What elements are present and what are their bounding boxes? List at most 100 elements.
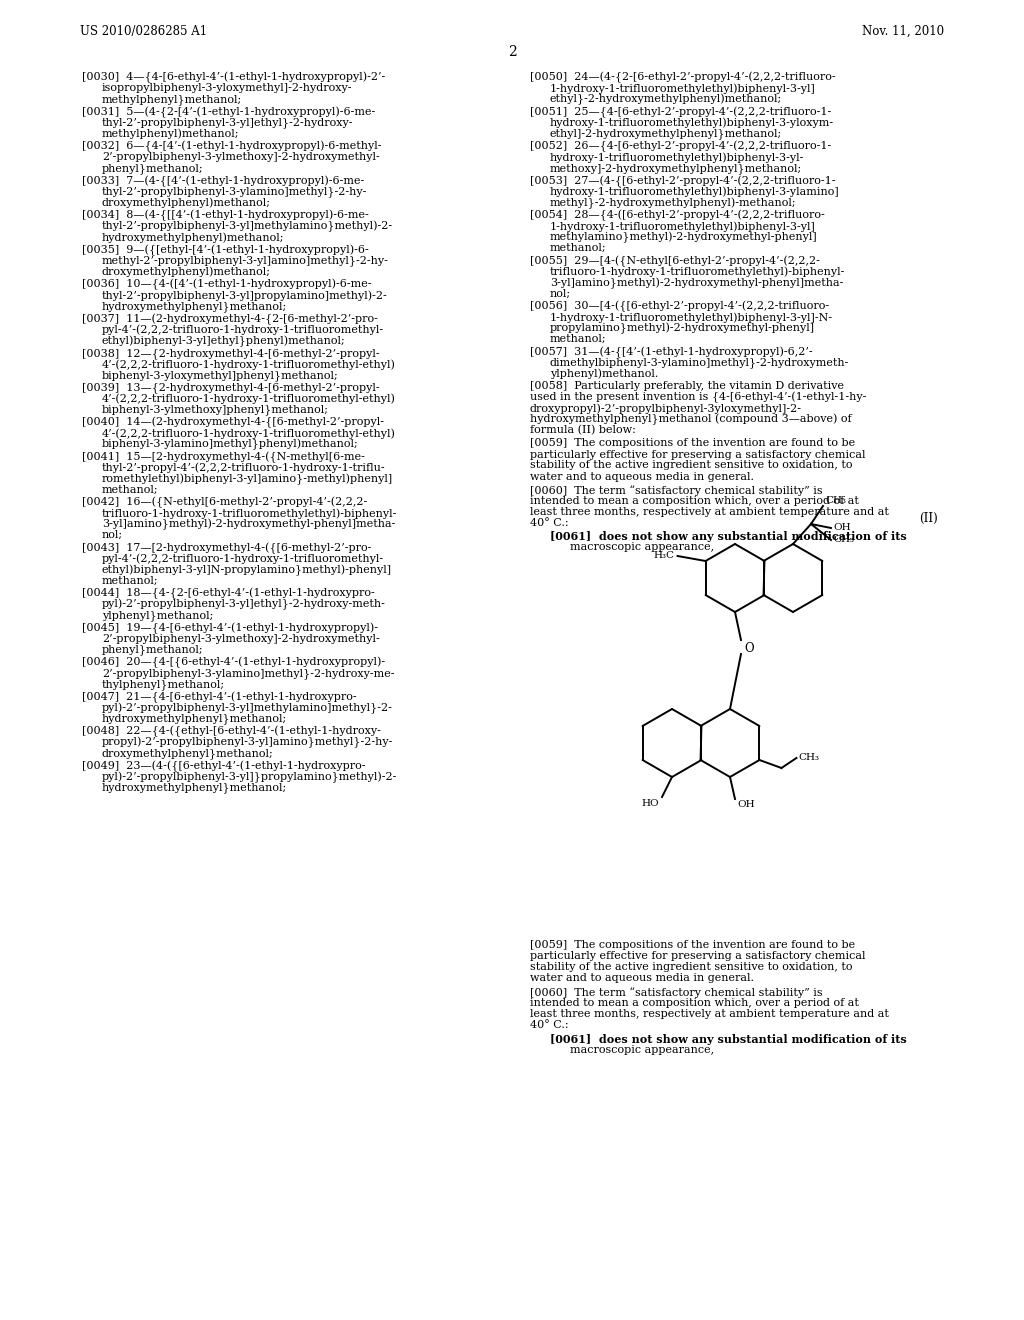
Text: 40° C.:: 40° C.: [530,517,568,528]
Text: propyl)-2’-propylbiphenyl-3-yl]amino}methyl}-2-hy-: propyl)-2’-propylbiphenyl-3-yl]amino}met… [102,737,393,748]
Text: water and to aqueous media in general.: water and to aqueous media in general. [530,973,754,983]
Text: [0046]  20—{4-[{6-ethyl-4’-(1-ethyl-1-hydroxypropyl)-: [0046] 20—{4-[{6-ethyl-4’-(1-ethyl-1-hyd… [82,657,385,668]
Text: methanol;: methanol; [102,576,159,586]
Text: used in the present invention is {4-[6-ethyl-4’-(1-ethyl-1-hy-: used in the present invention is {4-[6-e… [530,392,866,404]
Text: [0054]  28—{4-([6-ethyl-2’-propyl-4’-(2,2,2-trifluoro-: [0054] 28—{4-([6-ethyl-2’-propyl-4’-(2,2… [530,210,824,222]
Text: droxymethylphenyl)methanol;: droxymethylphenyl)methanol; [102,198,271,209]
Text: macroscopic appearance,: macroscopic appearance, [570,543,714,553]
Text: [0048]  22—{4-({ethyl-[6-ethyl-4’-(1-ethyl-1-hydroxy-: [0048] 22—{4-({ethyl-[6-ethyl-4’-(1-ethy… [82,726,381,738]
Text: pyl-4’-(2,2,2-trifluoro-1-hydroxy-1-trifluoromethyl-: pyl-4’-(2,2,2-trifluoro-1-hydroxy-1-trif… [102,553,384,564]
Text: ylphenyl}methanol;: ylphenyl}methanol; [102,610,213,620]
Text: [0059]  The compositions of the invention are found to be: [0059] The compositions of the invention… [530,940,855,950]
Text: hydroxymethylphenyl}methanol;: hydroxymethylphenyl}methanol; [102,301,288,312]
Text: US 2010/0286285 A1: US 2010/0286285 A1 [80,25,207,38]
Text: thyl-2’-propyl-4’-(2,2,2-trifluoro-1-hydroxy-1-triflu-: thyl-2’-propyl-4’-(2,2,2-trifluoro-1-hyd… [102,462,386,473]
Text: 2’-propylbiphenyl-3-ylmethoxy]-2-hydroxymethyl-: 2’-propylbiphenyl-3-ylmethoxy]-2-hydroxy… [102,152,380,162]
Text: (II): (II) [920,512,938,525]
Text: [0061]  does not show any substantial modification of its: [0061] does not show any substantial mod… [550,532,906,543]
Text: hydroxymethylphenyl}methanol;: hydroxymethylphenyl}methanol; [102,783,288,793]
Text: [0034]  8—(4-{[[4’-(1-ethyl-1-hydroxypropyl)-6-me-: [0034] 8—(4-{[[4’-(1-ethyl-1-hydroxyprop… [82,210,369,222]
Text: stability of the active ingredient sensitive to oxidation, to: stability of the active ingredient sensi… [530,461,853,470]
Text: 1-hydroxy-1-trifluoromethylethyl)biphenyl-3-yl]: 1-hydroxy-1-trifluoromethylethyl)bipheny… [550,220,816,231]
Text: [0050]  24—(4-{2-[6-ethyl-2’-propyl-4’-(2,2,2-trifluoro-: [0050] 24—(4-{2-[6-ethyl-2’-propyl-4’-(2… [530,73,836,83]
Text: dimethylbiphenyl-3-ylamino]methyl}-2-hydroxymeth-: dimethylbiphenyl-3-ylamino]methyl}-2-hyd… [550,358,849,368]
Text: [0056]  30—[4-({[6-ethyl-2’-propyl-4’-(2,2,2-trifluoro-: [0056] 30—[4-({[6-ethyl-2’-propyl-4’-(2,… [530,301,829,313]
Text: 40° C.:: 40° C.: [530,1020,568,1030]
Text: [0049]  23—(4-({[6-ethyl-4’-(1-ethyl-1-hydroxypro-: [0049] 23—(4-({[6-ethyl-4’-(1-ethyl-1-hy… [82,760,366,772]
Text: particularly effective for preserving a satisfactory chemical: particularly effective for preserving a … [530,950,865,961]
Text: [0057]  31—(4-{[4’-(1-ethyl-1-hydroxypropyl)-6,2’-: [0057] 31—(4-{[4’-(1-ethyl-1-hydroxyprop… [530,346,813,358]
Text: hydroxy-1-trifluoromethylethyl)biphenyl-3-yloxym-: hydroxy-1-trifluoromethylethyl)biphenyl-… [550,117,835,128]
Text: HO: HO [641,799,659,808]
Text: [0051]  25—{4-[6-ethyl-2’-propyl-4’-(2,2,2-trifluoro-1-: [0051] 25—{4-[6-ethyl-2’-propyl-4’-(2,2,… [530,107,831,117]
Text: [0030]  4—{4-[6-ethyl-4’-(1-ethyl-1-hydroxypropyl)-2’-: [0030] 4—{4-[6-ethyl-4’-(1-ethyl-1-hydro… [82,73,385,83]
Text: hydroxy-1-trifluoromethylethyl)biphenyl-3-yl-: hydroxy-1-trifluoromethylethyl)biphenyl-… [550,152,805,162]
Text: OH: OH [833,524,851,532]
Text: [0040]  14—(2-hydroxymethyl-4-{[6-methyl-2’-propyl-: [0040] 14—(2-hydroxymethyl-4-{[6-methyl-… [82,417,384,429]
Text: 2’-propylbiphenyl-3-ylmethoxy]-2-hydroxymethyl-: 2’-propylbiphenyl-3-ylmethoxy]-2-hydroxy… [102,634,380,644]
Text: biphenyl-3-ylamino]methyl}phenyl)methanol;: biphenyl-3-ylamino]methyl}phenyl)methano… [102,440,358,450]
Text: [0035]  9—({[ethyl-[4’-(1-ethyl-1-hydroxypropyl)-6-: [0035] 9—({[ethyl-[4’-(1-ethyl-1-hydroxy… [82,244,369,256]
Text: 3-yl]amino}methyl)-2-hydroxymethyl-phenyl]metha-: 3-yl]amino}methyl)-2-hydroxymethyl-pheny… [102,519,395,531]
Text: nol;: nol; [550,289,571,298]
Text: ethyl)biphenyl-3-yl]N-propylamino}methyl)-phenyl]: ethyl)biphenyl-3-yl]N-propylamino}methyl… [102,565,392,576]
Text: [0036]  10—{4-([4’-(1-ethyl-1-hydroxypropyl)-6-me-: [0036] 10—{4-([4’-(1-ethyl-1-hydroxyprop… [82,279,372,290]
Text: H₃C: H₃C [653,552,675,561]
Text: water and to aqueous media in general.: water and to aqueous media in general. [530,471,754,482]
Text: phenyl}methanol;: phenyl}methanol; [102,162,204,174]
Text: [0043]  17—[2-hydroxymethyl-4-({[6-methyl-2’-pro-: [0043] 17—[2-hydroxymethyl-4-({[6-methyl… [82,543,372,554]
Text: romethylethyl)biphenyl-3-yl]amino}-methyl)phenyl]: romethylethyl)biphenyl-3-yl]amino}-methy… [102,474,393,484]
Text: [0042]  16—({N-ethyl[6-methyl-2’-propyl-4’-(2,2,2-: [0042] 16—({N-ethyl[6-methyl-2’-propyl-4… [82,498,368,508]
Text: OH: OH [737,800,755,809]
Text: 3-yl]amino}methyl)-2-hydroxymethyl-phenyl]metha-: 3-yl]amino}methyl)-2-hydroxymethyl-pheny… [550,277,844,289]
Text: trifluoro-1-hydroxy-1-trifluoromethylethyl)-biphenyl-: trifluoro-1-hydroxy-1-trifluoromethyleth… [550,267,846,277]
Text: stability of the active ingredient sensitive to oxidation, to: stability of the active ingredient sensi… [530,962,853,972]
Text: [0039]  13—{2-hydroxymethyl-4-[6-methyl-2’-propyl-: [0039] 13—{2-hydroxymethyl-4-[6-methyl-2… [82,383,380,393]
Text: [0031]  5—(4-{2-[4’-(1-ethyl-1-hydroxypropyl)-6-me-: [0031] 5—(4-{2-[4’-(1-ethyl-1-hydroxypro… [82,107,375,117]
Text: hydroxymethylphenyl}methanol (compound 3—above) of: hydroxymethylphenyl}methanol (compound 3… [530,414,852,425]
Text: CH₃: CH₃ [799,754,819,763]
Text: [0053]  27—(4-{[6-ethyl-2’-propyl-4’-(2,2,2-trifluoro-1-: [0053] 27—(4-{[6-ethyl-2’-propyl-4’-(2,2… [530,176,836,187]
Text: [0041]  15—[2-hydroxymethyl-4-({N-methyl[6-me-: [0041] 15—[2-hydroxymethyl-4-({N-methyl[… [82,451,365,463]
Text: [0037]  11—(2-hydroxymethyl-4-{2-[6-methyl-2’-pro-: [0037] 11—(2-hydroxymethyl-4-{2-[6-methy… [82,314,378,325]
Text: intended to mean a composition which, over a period of at: intended to mean a composition which, ov… [530,496,859,506]
Text: [0044]  18—{4-{2-[6-ethyl-4’-(1-ethyl-1-hydroxypro-: [0044] 18—{4-{2-[6-ethyl-4’-(1-ethyl-1-h… [82,587,375,599]
Text: pyl)-2’-propylbiphenyl-3-yl]ethyl}-2-hydroxy-meth-: pyl)-2’-propylbiphenyl-3-yl]ethyl}-2-hyd… [102,599,386,610]
Text: methoxy]-2-hydroxymethylphenyl}methanol;: methoxy]-2-hydroxymethylphenyl}methanol; [550,162,802,174]
Text: [0058]  Particularly preferably, the vitamin D derivative: [0058] Particularly preferably, the vita… [530,381,844,391]
Text: isopropylbiphenyl-3-yloxymethyl]-2-hydroxy-: isopropylbiphenyl-3-yloxymethyl]-2-hydro… [102,83,352,92]
Text: ethyl}-2-hydroxymethylphenyl)methanol;: ethyl}-2-hydroxymethylphenyl)methanol; [550,94,782,106]
Text: formula (II) below:: formula (II) below: [530,425,636,436]
Text: ylphenyl)methanol.: ylphenyl)methanol. [550,368,658,379]
Text: [0032]  6—{4-[4’-(1-ethyl-1-hydroxypropyl)-6-methyl-: [0032] 6—{4-[4’-(1-ethyl-1-hydroxypropyl… [82,141,382,152]
Text: methyl}-2-hydroxymethylphenyl)-methanol;: methyl}-2-hydroxymethylphenyl)-methanol; [550,198,797,209]
Text: droxypropyl)-2’-propylbiphenyl-3yloxymethyl]-2-: droxypropyl)-2’-propylbiphenyl-3yloxymet… [530,403,802,413]
Text: hydroxymethylphenyl}methanol;: hydroxymethylphenyl}methanol; [102,714,288,725]
Text: trifluoro-1-hydroxy-1-trifluoromethylethyl)-biphenyl-: trifluoro-1-hydroxy-1-trifluoromethyleth… [102,508,397,519]
Text: hydroxy-1-trifluoromethylethyl)biphenyl-3-ylamino]: hydroxy-1-trifluoromethylethyl)biphenyl-… [550,186,840,197]
Text: [0052]  26—{4-[6-ethyl-2’-propyl-4’-(2,2,2-trifluoro-1-: [0052] 26—{4-[6-ethyl-2’-propyl-4’-(2,2,… [530,141,831,152]
Text: methanol;: methanol; [550,334,606,345]
Text: 4’-(2,2,2-trifluoro-1-hydroxy-1-trifluoromethyl-ethyl): 4’-(2,2,2-trifluoro-1-hydroxy-1-trifluor… [102,359,396,370]
Text: thylphenyl}methanol;: thylphenyl}methanol; [102,678,225,690]
Text: droxymethylphenyl}methanol;: droxymethylphenyl}methanol; [102,748,273,759]
Text: 4’-(2,2,2-trifluoro-1-hydroxy-1-trifluoromethyl-ethyl): 4’-(2,2,2-trifluoro-1-hydroxy-1-trifluor… [102,428,396,438]
Text: thyl-2’-propylbiphenyl-3-ylamino]methyl}-2-hy-: thyl-2’-propylbiphenyl-3-ylamino]methyl}… [102,186,368,197]
Text: pyl-4’-(2,2,2-trifluoro-1-hydroxy-1-trifluoromethyl-: pyl-4’-(2,2,2-trifluoro-1-hydroxy-1-trif… [102,325,384,335]
Text: [0055]  29—[4-({N-ethyl[6-ethyl-2’-propyl-4’-(2,2,2-: [0055] 29—[4-({N-ethyl[6-ethyl-2’-propyl… [530,256,820,267]
Text: [0045]  19—{4-[6-ethyl-4’-(1-ethyl-1-hydroxypropyl)-: [0045] 19—{4-[6-ethyl-4’-(1-ethyl-1-hydr… [82,623,378,634]
Text: macroscopic appearance,: macroscopic appearance, [570,1045,714,1055]
Text: nol;: nol; [102,531,123,540]
Text: ethyl]-2-hydroxymethylphenyl}methanol;: ethyl]-2-hydroxymethylphenyl}methanol; [550,128,782,140]
Text: CH₃: CH₃ [833,536,854,544]
Text: [0038]  12—{2-hydroxymethyl-4-[6-methyl-2’-propyl-: [0038] 12—{2-hydroxymethyl-4-[6-methyl-2… [82,348,380,359]
Text: biphenyl-3-ylmethoxy]phenyl}methanol;: biphenyl-3-ylmethoxy]phenyl}methanol; [102,404,329,416]
Text: 2’-propylbiphenyl-3-ylamino]methyl}-2-hydroxy-me-: 2’-propylbiphenyl-3-ylamino]methyl}-2-hy… [102,668,394,678]
Text: droxymethylphenyl)methanol;: droxymethylphenyl)methanol; [102,267,271,277]
Text: methanol;: methanol; [102,484,159,495]
Text: least three months, respectively at ambient temperature and at: least three months, respectively at ambi… [530,1008,889,1019]
Text: 2: 2 [508,45,516,59]
Text: CH₃: CH₃ [825,496,846,506]
Text: pyl)-2’-propylbiphenyl-3-yl]}propylamino}methyl)-2-: pyl)-2’-propylbiphenyl-3-yl]}propylamino… [102,771,397,783]
Text: methylphenyl}methanol;: methylphenyl}methanol; [102,94,243,104]
